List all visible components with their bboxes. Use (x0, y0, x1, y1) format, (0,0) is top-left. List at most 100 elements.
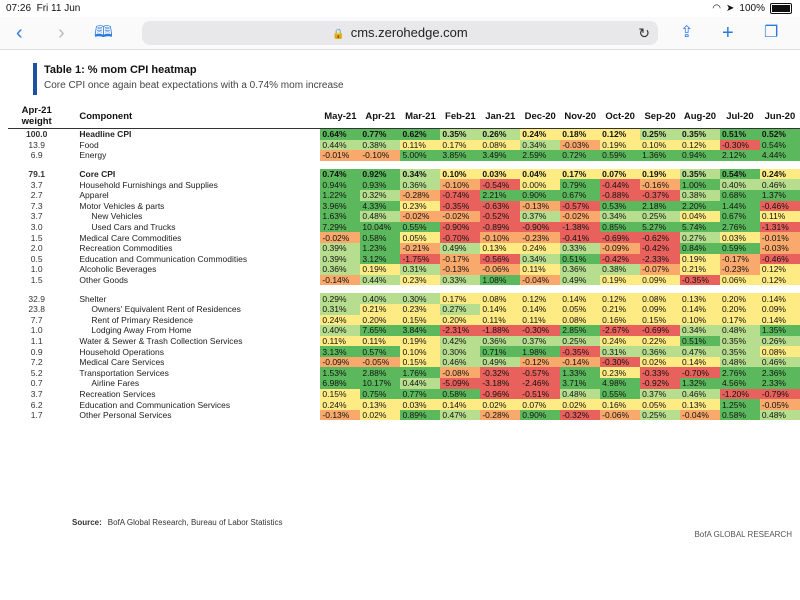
table-row: 100.0 Headline CPI 0.64% 0.77% 0.62% 0.35% 0.2… (8, 128, 800, 140)
value-cell: 0.12% (600, 128, 641, 140)
value-cell: 0.04% (680, 211, 720, 222)
component-cell: Household Operations (79, 346, 164, 357)
forward-button[interactable]: › (58, 22, 65, 44)
browser-toolbar: ‹ › 🕮 🔒 cms.zerohedge.com ↻ ⇪ + ❐ (0, 17, 800, 50)
value-cell: 1.44% (719, 200, 760, 212)
weight-cell: 0.7 (30, 378, 43, 389)
value-cell: -0.23% (520, 232, 561, 243)
value-cell: -0.89% (480, 221, 521, 233)
value-cell: -0.46% (759, 200, 800, 212)
value-cell: -0.70% (440, 232, 481, 243)
value-cell: -0.09% (600, 242, 641, 254)
value-cell: 1.00% (680, 179, 720, 190)
weight-cell: 0.9 (30, 346, 43, 357)
value-cell: 0.21% (360, 303, 401, 315)
value-cell: -1.31% (759, 221, 800, 233)
value-cell: -0.54% (480, 179, 521, 190)
month-header: Nov-20 (560, 104, 601, 129)
value-cell: -0.01% (320, 150, 361, 161)
value-cell: 0.14% (680, 303, 720, 315)
value-cell: 0.38% (680, 189, 720, 201)
value-cell: 0.59% (600, 150, 641, 161)
weight-cell: 1.5 (30, 232, 43, 243)
value-cell: 0.31% (320, 303, 361, 315)
value-cell: -0.14% (320, 274, 361, 286)
value-cell: 6.98% (320, 378, 361, 389)
value-cell: 2.12% (719, 150, 760, 161)
share-icon[interactable]: ⇪ (680, 24, 694, 41)
value-cell: 0.35% (719, 346, 760, 357)
new-tab-button[interactable]: + (722, 22, 734, 44)
weight-cell: 1.1 (30, 335, 43, 346)
table-row: 79.1 Core CPI 0.74% 0.92% 0.34% 0.10% 0.03% 0.0… (8, 168, 800, 180)
value-cell: 0.44% (360, 274, 401, 286)
component-cell: Rent of Primary Residence (91, 314, 193, 325)
value-cell: 0.40% (719, 179, 760, 190)
value-cell: -0.13% (440, 264, 481, 275)
value-cell: 0.77% (360, 128, 401, 140)
table-row: 3.0 Used Cars and Trucks 7.29% 10.04% 0.55% -… (8, 221, 800, 233)
value-cell: 2.33% (759, 378, 800, 389)
value-cell: -0.30% (520, 325, 561, 336)
value-cell: 0.16% (600, 399, 641, 410)
value-cell: 2.36% (759, 367, 800, 379)
value-cell: 0.00% (520, 179, 561, 190)
value-cell: 0.42% (440, 335, 481, 347)
value-cell: 0.58% (440, 388, 481, 400)
value-cell: 0.39% (320, 253, 361, 265)
value-cell: 0.10% (680, 314, 720, 326)
value-cell: 0.48% (719, 325, 760, 336)
value-cell: 0.53% (600, 200, 641, 212)
tabs-icon[interactable]: ❐ (764, 24, 779, 41)
value-cell: -0.41% (560, 232, 601, 243)
value-cell: 0.27% (440, 303, 481, 315)
component-cell: Food (79, 139, 99, 150)
value-cell: -2.31% (440, 325, 481, 336)
value-cell: 0.94% (680, 150, 720, 161)
value-cell: 0.23% (400, 200, 441, 212)
value-cell: 0.32% (360, 189, 401, 201)
component-cell: Medical Care Commodities (79, 232, 182, 243)
value-cell: 0.92% (360, 168, 401, 180)
value-cell: -0.88% (600, 189, 641, 201)
month-header: Sep-20 (640, 104, 681, 129)
value-cell: 0.05% (640, 399, 681, 410)
component-cell: Apparel (79, 190, 109, 201)
bookmarks-icon[interactable]: 🕮 (94, 24, 113, 41)
value-cell: -0.79% (759, 388, 800, 400)
value-cell: 5.00% (400, 150, 441, 161)
value-cell: 0.08% (759, 346, 800, 357)
value-cell: -0.28% (400, 189, 441, 201)
weight-cell: 3.7 (30, 211, 43, 222)
value-cell: 0.77% (400, 388, 441, 400)
value-cell: 1.32% (680, 378, 720, 389)
value-cell: 7.29% (320, 221, 361, 233)
value-cell: 0.08% (560, 314, 601, 326)
weight-cell: 5.2 (30, 367, 43, 378)
month-header: Oct-20 (600, 104, 641, 129)
weight-cell: 3.7 (30, 388, 43, 399)
value-cell: 0.14% (759, 314, 800, 326)
value-cell: 3.49% (480, 150, 521, 161)
component-cell: Lodging Away From Home (91, 325, 192, 336)
value-cell: -0.04% (520, 274, 561, 286)
back-button[interactable]: ‹ (16, 22, 23, 44)
value-cell: -0.05% (759, 399, 800, 410)
value-cell: 0.19% (400, 335, 441, 347)
value-cell: 1.23% (360, 242, 401, 254)
value-cell: 0.62% (400, 128, 441, 140)
value-cell: 0.05% (400, 232, 441, 243)
value-cell: 0.49% (480, 356, 521, 368)
value-cell: 0.14% (759, 293, 800, 304)
table-row: 5.2 Transportation Services 1.53% 2.88% 1.76… (8, 367, 800, 379)
address-bar[interactable]: 🔒 cms.zerohedge.com ↻ (142, 21, 658, 45)
weight-cell: 6.2 (30, 399, 43, 410)
table-row: 1.1 Water & Sewer & Trash Collection Serv… (8, 335, 800, 347)
value-cell: 0.11% (520, 314, 561, 326)
value-cell: -0.06% (480, 264, 521, 275)
value-cell: 1.22% (320, 189, 361, 201)
value-cell: 0.24% (520, 128, 561, 140)
value-cell: 0.10% (440, 168, 481, 180)
component-cell: Education and Communication Services (79, 399, 231, 410)
reload-icon[interactable]: ↻ (638, 25, 650, 41)
